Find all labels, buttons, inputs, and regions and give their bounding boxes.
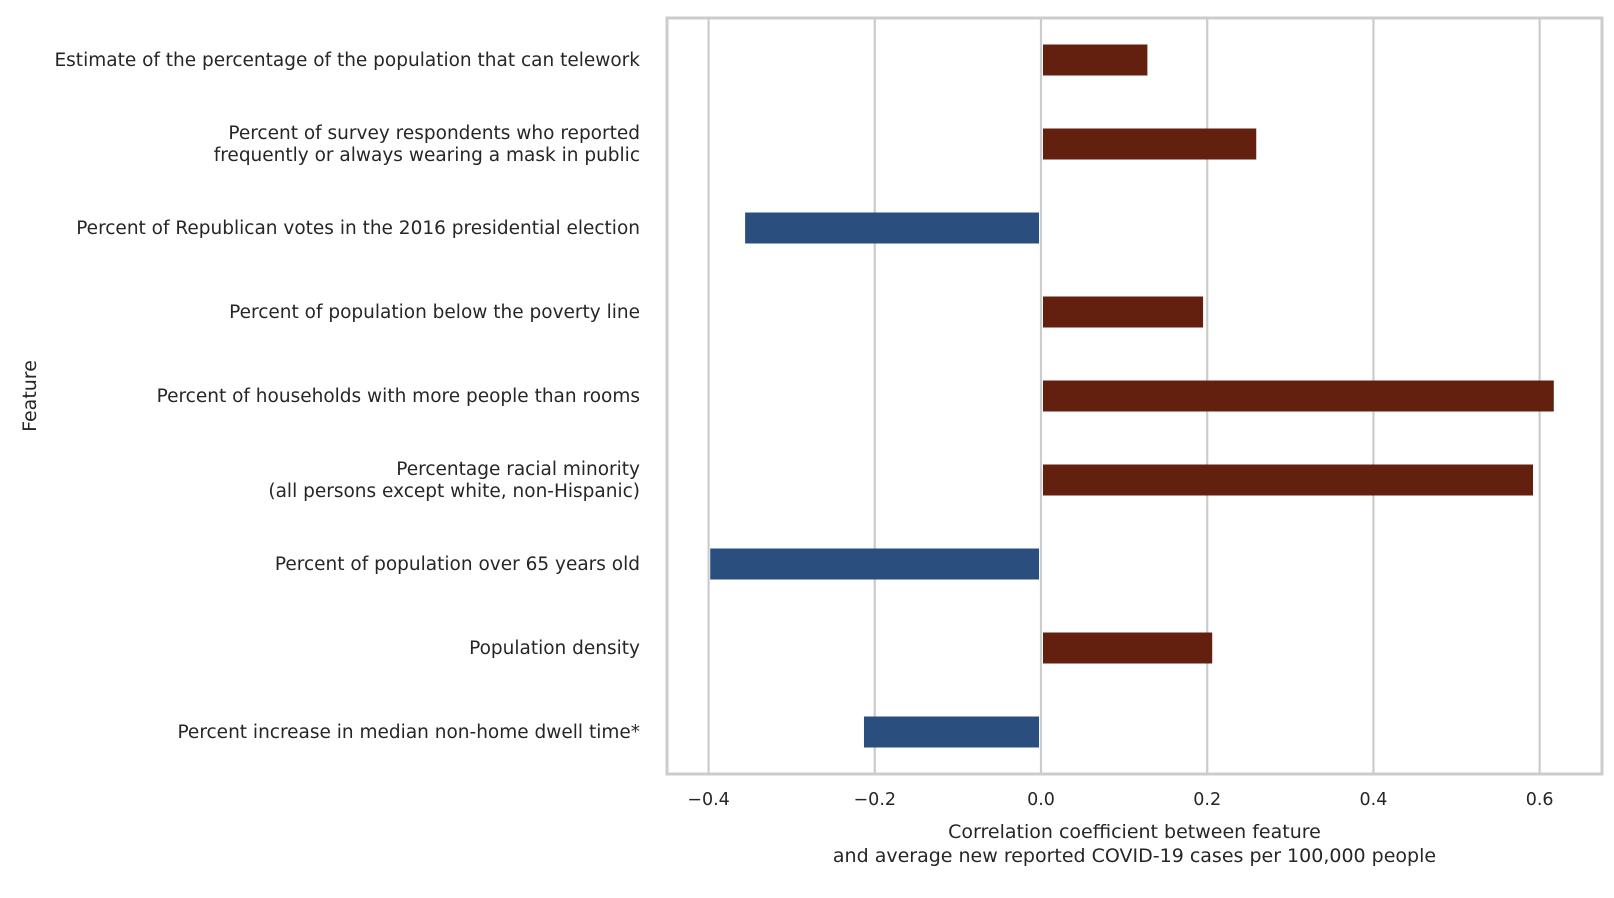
x-tick-labels: −0.4 −0.2 0.0 0.2 0.4 0.6 (687, 790, 1553, 810)
y-category-label: Population density (469, 638, 640, 659)
y-category-label: Percent of survey respondents who report… (214, 123, 640, 166)
y-category-label-line: Percentage racial minority (396, 459, 640, 480)
x-axis-title-line-2: and average new reported COVID-19 cases … (833, 845, 1436, 867)
y-category-label: Estimate of the percentage of the popula… (54, 50, 640, 71)
y-category-label: Percentage racial minority (all persons e… (268, 459, 640, 502)
bar (1043, 296, 1204, 328)
y-category-label-line: Percent of households with more people t… (157, 386, 640, 407)
y-category-label: Percent of households with more people t… (157, 386, 640, 407)
y-category-label: Percent of Republican votes in the 2016 … (76, 218, 640, 239)
y-category-label-line: frequently or always wearing a mask in p… (214, 145, 640, 166)
y-category-label-line: Population density (469, 638, 640, 659)
y-category-label-line: Percent of population over 65 years old (275, 554, 640, 575)
x-axis-title-line-1: Correlation coefficient between feature (948, 821, 1321, 843)
y-category-label: Percent of population below the poverty … (229, 302, 640, 323)
x-tick-label: −0.4 (687, 790, 730, 810)
x-tick-label: 0.2 (1193, 790, 1221, 810)
plot-frame (665, 16, 1604, 776)
bar (1043, 464, 1534, 496)
x-tick-label: 0.4 (1360, 790, 1388, 810)
y-axis-title: Feature (19, 360, 41, 432)
bar-layer (710, 44, 1554, 748)
y-category-label-line: Percent of Republican votes in the 2016 … (76, 218, 640, 239)
y-category-labels: Estimate of the percentage of the popula… (54, 50, 640, 743)
bar (1043, 128, 1257, 160)
y-category-label-line: Percent of population below the poverty … (229, 302, 640, 323)
y-category-label: Percent of population over 65 years old (275, 554, 640, 575)
y-category-label-line: Percent increase in median non-home dwel… (177, 722, 640, 743)
bar (1043, 44, 1148, 76)
y-category-label-line: Estimate of the percentage of the popula… (54, 50, 640, 71)
y-category-label-line: Percent of survey respondents who report… (228, 123, 640, 144)
x-tick-label: 0.6 (1526, 790, 1554, 810)
y-category-label-line: (all persons except white, non-Hispanic) (268, 481, 640, 502)
y-category-label: Percent increase in median non-home dwel… (177, 722, 640, 743)
x-tick-label: 0.0 (1027, 790, 1055, 810)
bar (710, 548, 1039, 580)
bar (1043, 632, 1213, 664)
x-tick-label: −0.2 (854, 790, 897, 810)
bar (863, 716, 1039, 748)
bar (745, 212, 1039, 244)
bar (1043, 380, 1554, 412)
